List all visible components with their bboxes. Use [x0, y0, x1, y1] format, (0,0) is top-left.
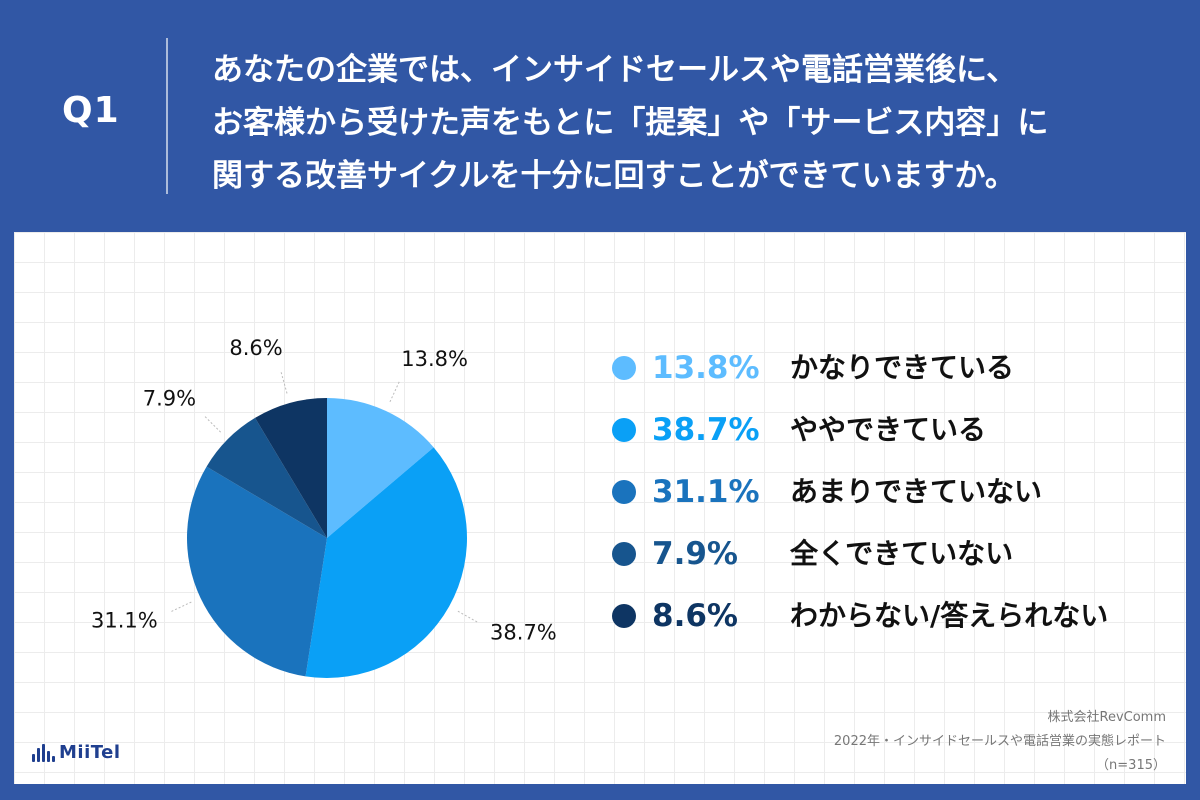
leader-line	[457, 610, 480, 624]
pie-slice	[206, 417, 327, 538]
leader-line	[389, 379, 401, 403]
slice-label: 7.9%	[143, 387, 196, 411]
legend-item: 13.8% かなりできている	[612, 344, 1172, 406]
legend-item: 31.1% あまりできていない	[612, 468, 1172, 530]
question-line: あなたの企業では、インサイドセールスや電話営業後に、	[212, 52, 1018, 88]
slice-label: 38.7%	[490, 621, 557, 645]
legend-item: 38.7% ややできている	[612, 406, 1172, 468]
legend-swatch	[612, 480, 636, 504]
question-text: あなたの企業では、インサイドセールスや電話営業後に、 お客様から受けた声をもとに…	[212, 44, 1172, 203]
legend-percentage: 13.8%	[652, 350, 760, 386]
miitel-logo: MiiTel	[32, 742, 121, 763]
pie-slice	[187, 466, 327, 677]
logo-text: MiiTel	[59, 742, 121, 763]
source-credit: 株式会社RevComm 2022年・インサイドセールスや電話営業の実態レポート …	[834, 706, 1166, 778]
pie-chart: 13.8% 38.7% 31.1% 7.9% 8.6%	[91, 336, 557, 678]
pie-slice	[327, 398, 434, 538]
credit-line: 2022年・インサイドセールスや電話営業の実態レポート	[833, 734, 1166, 749]
slice-label: 13.8%	[401, 347, 468, 371]
header-divider	[166, 38, 168, 194]
legend-swatch	[612, 418, 636, 442]
chart-panel: 13.8% 38.7% 31.1% 7.9% 8.6% 13.8% かなりできている 3…	[14, 232, 1186, 784]
legend-percentage: 31.1%	[652, 474, 760, 510]
question-number: Q1	[62, 90, 120, 131]
legend-item: 8.6% わからない/答えられない	[612, 592, 1172, 654]
legend-percentage: 38.7%	[652, 412, 760, 448]
legend-percentage: 8.6%	[652, 598, 738, 634]
leader-line	[169, 601, 192, 613]
slice-label: 8.6%	[229, 336, 282, 360]
waveform-icon	[32, 743, 55, 762]
chart-legend: 13.8% かなりできている 38.7% ややできている 31.1% あまりでき…	[612, 344, 1172, 654]
legend-label: かなりできている	[790, 351, 1015, 384]
slice-label: 31.1%	[91, 609, 158, 633]
question-header: Q1 あなたの企業では、インサイドセールスや電話営業後に、 お客様から受けた声を…	[0, 0, 1200, 232]
legend-swatch	[612, 356, 636, 380]
question-line: お客様から受けた声をもとに「提案」や「サービス内容」に	[212, 105, 1049, 141]
legend-item: 7.9% 全くできていない	[612, 530, 1172, 592]
question-line: 関する改善サイクルを十分に回すことができていますか。	[212, 158, 1016, 194]
pie-slice	[305, 447, 468, 678]
legend-percentage: 7.9%	[652, 536, 738, 572]
legend-swatch	[612, 604, 636, 628]
credit-line: （n=315）	[1096, 758, 1166, 773]
pie-slice	[255, 398, 327, 538]
legend-label: あまりできていない	[790, 475, 1043, 508]
legend-label: ややできている	[790, 413, 987, 446]
legend-label: わからない/答えられない	[790, 599, 1109, 632]
legend-swatch	[612, 542, 636, 566]
leader-line	[203, 414, 222, 433]
leader-line	[280, 370, 288, 394]
legend-label: 全くできていない	[790, 537, 1014, 570]
credit-line: 株式会社RevComm	[1047, 710, 1167, 725]
